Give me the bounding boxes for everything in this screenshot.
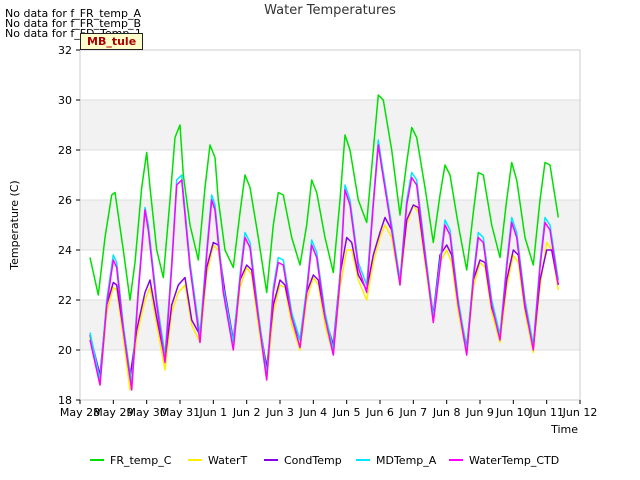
legend-item: FR_temp_C — [90, 450, 171, 470]
chart-title: Water Temperatures — [264, 3, 396, 18]
x-tick-label: May 29 — [93, 406, 133, 419]
legend-label: WaterT — [208, 453, 248, 467]
y-tick-label: 22 — [58, 294, 72, 307]
series-line-FR_temp_C — [89, 94, 560, 301]
legend-swatch — [356, 459, 370, 461]
legend-label: FR_temp_C — [110, 453, 172, 467]
legend-label: WaterTemp_CTD — [469, 453, 560, 467]
x-tick-label: Jun 11 — [528, 406, 564, 419]
x-tick-label: Jun 5 — [332, 406, 361, 419]
x-tick-label: Jun 8 — [432, 406, 461, 419]
x-tick-label: May 28 — [60, 406, 100, 419]
x-tick-label: Jun 6 — [365, 406, 394, 419]
x-axis-label: Time — [550, 423, 578, 436]
x-tick-label: May 30 — [127, 406, 167, 419]
legend-swatch — [264, 459, 278, 461]
y-tick-label: 26 — [58, 194, 72, 207]
x-tick-label: Jun 2 — [232, 406, 261, 419]
plot-band — [80, 200, 580, 250]
legend-item: CondTemp — [264, 450, 342, 470]
site-tag-label: MB_tule — [80, 33, 144, 50]
y-axis-label: Temperature (C) — [8, 180, 21, 270]
legend-swatch — [449, 459, 463, 461]
legend: FR_temp_C WaterT CondTemp MDTemp_A WaterTemp… — [0, 450, 640, 470]
plot-band — [80, 50, 580, 100]
legend-item: WaterT — [188, 450, 247, 470]
series-line-WaterT — [89, 204, 560, 391]
plot-frame — [79, 49, 581, 401]
series-line-WaterTemp_CTD — [89, 144, 560, 391]
legend-swatch — [188, 459, 202, 461]
legend-item: MDTemp_A — [356, 450, 436, 470]
x-tick-label: Jun 3 — [265, 406, 294, 419]
plot-band — [80, 150, 580, 200]
legend-item: WaterTemp_CTD — [449, 450, 559, 470]
y-tick-label: 24 — [58, 244, 72, 257]
x-tick-label: Jun 10 — [495, 406, 531, 419]
y-tick-label: 30 — [58, 94, 72, 107]
y-tick-label: 28 — [58, 144, 72, 157]
legend-label: MDTemp_A — [376, 453, 437, 467]
plot-band — [80, 100, 580, 150]
x-tick-label: May 31 — [160, 406, 200, 419]
y-tick-label: 20 — [58, 344, 72, 357]
x-tick-label: Jun 1 — [198, 406, 227, 419]
legend-swatch — [90, 459, 104, 461]
no-data-message: No data for f_FR_temp_A — [5, 7, 141, 20]
no-data-message: No data for f_FR_temp_B — [5, 17, 142, 30]
x-tick-label: Jun 9 — [465, 406, 494, 419]
x-tick-label: Jun 7 — [398, 406, 427, 419]
plot-band — [80, 350, 580, 400]
y-tick-label: 18 — [58, 394, 72, 407]
legend-label: CondTemp — [284, 453, 342, 467]
x-tick-label: Jun 4 — [298, 406, 327, 419]
y-tick-label: 32 — [58, 44, 72, 57]
x-tick-label: Jun 12 — [562, 406, 598, 419]
